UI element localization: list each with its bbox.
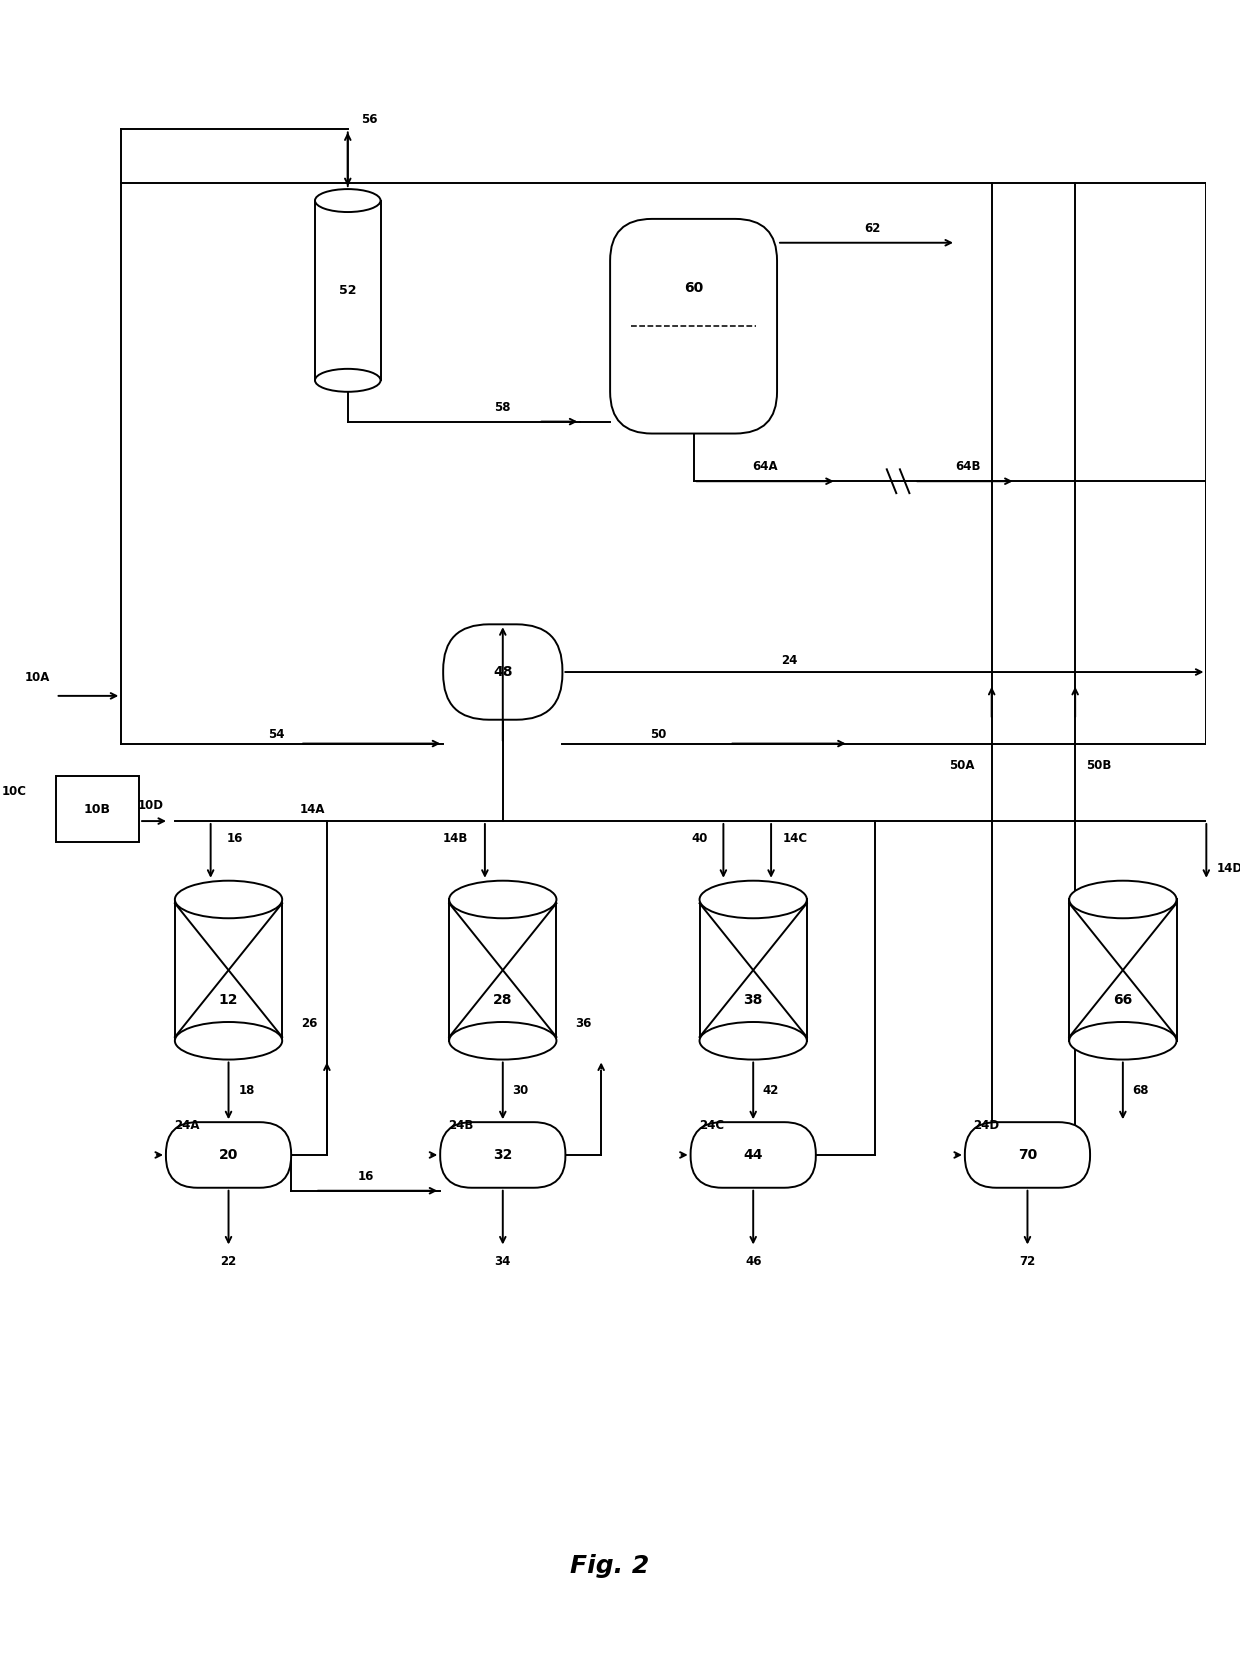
FancyBboxPatch shape — [965, 1123, 1090, 1188]
Text: 30: 30 — [512, 1085, 528, 1098]
Ellipse shape — [449, 881, 557, 918]
Text: 14C: 14C — [782, 833, 807, 845]
Ellipse shape — [699, 1021, 807, 1060]
Text: 24B: 24B — [449, 1118, 474, 1131]
Bar — [1069, 900, 1177, 1041]
Text: 12: 12 — [218, 993, 238, 1006]
Ellipse shape — [175, 1021, 283, 1060]
Text: 44: 44 — [744, 1148, 763, 1161]
Ellipse shape — [699, 881, 807, 918]
Text: 40: 40 — [692, 833, 708, 845]
FancyBboxPatch shape — [166, 1123, 291, 1188]
Text: 56: 56 — [361, 113, 377, 127]
Text: 68: 68 — [1132, 1085, 1149, 1098]
Text: 52: 52 — [339, 283, 357, 297]
Text: 10D: 10D — [138, 800, 164, 811]
Text: 18: 18 — [238, 1085, 254, 1098]
Ellipse shape — [1069, 881, 1177, 918]
Text: 14D: 14D — [1218, 863, 1240, 875]
Text: 64B: 64B — [955, 460, 981, 473]
Ellipse shape — [449, 1021, 557, 1060]
Text: 38: 38 — [744, 993, 763, 1006]
Text: 16: 16 — [357, 1170, 373, 1183]
Text: 42: 42 — [763, 1085, 779, 1098]
Ellipse shape — [175, 881, 283, 918]
Text: 72: 72 — [1019, 1254, 1035, 1268]
Ellipse shape — [315, 188, 381, 212]
Text: 22: 22 — [221, 1254, 237, 1268]
Bar — [175, 900, 283, 1041]
FancyBboxPatch shape — [440, 1123, 565, 1188]
Text: 16: 16 — [227, 833, 243, 845]
Text: 32: 32 — [494, 1148, 512, 1161]
Text: 46: 46 — [745, 1254, 761, 1268]
Text: 36: 36 — [575, 1018, 591, 1030]
Bar — [699, 900, 807, 1041]
Text: 10A: 10A — [25, 671, 51, 685]
Text: 54: 54 — [268, 728, 284, 740]
Text: 50: 50 — [650, 728, 666, 740]
Text: 24C: 24C — [699, 1118, 724, 1131]
Text: 26: 26 — [301, 1018, 317, 1030]
Text: 70: 70 — [1018, 1148, 1037, 1161]
Text: 14B: 14B — [443, 833, 467, 845]
Text: 50A: 50A — [949, 758, 975, 771]
FancyBboxPatch shape — [610, 218, 777, 433]
Text: 66: 66 — [1114, 993, 1132, 1006]
Text: 24: 24 — [781, 653, 797, 666]
Text: 60: 60 — [684, 280, 703, 295]
Text: 10B: 10B — [84, 803, 110, 816]
Text: 34: 34 — [495, 1254, 511, 1268]
FancyBboxPatch shape — [443, 625, 563, 720]
FancyBboxPatch shape — [691, 1123, 816, 1188]
Bar — [56, 776, 139, 841]
Text: 10C: 10C — [1, 785, 26, 798]
Text: 20: 20 — [218, 1148, 238, 1161]
Bar — [315, 200, 381, 380]
Text: 24A: 24A — [174, 1118, 200, 1131]
Text: 14A: 14A — [299, 803, 325, 816]
Ellipse shape — [1069, 1021, 1177, 1060]
Text: 48: 48 — [494, 665, 512, 680]
Bar — [449, 900, 557, 1041]
Text: 24D: 24D — [972, 1118, 998, 1131]
Text: 64A: 64A — [753, 460, 777, 473]
Ellipse shape — [315, 368, 381, 392]
Text: 62: 62 — [864, 222, 880, 235]
Text: 58: 58 — [495, 402, 511, 413]
Text: Fig. 2: Fig. 2 — [570, 1554, 650, 1578]
Text: 28: 28 — [494, 993, 512, 1006]
Text: 50B: 50B — [1086, 758, 1112, 771]
